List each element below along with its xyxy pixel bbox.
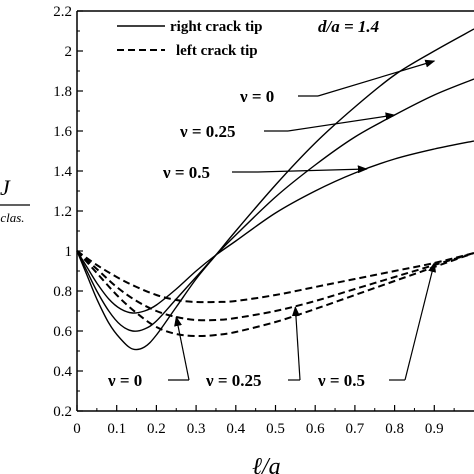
- x-tick-label: 0.8: [385, 421, 404, 437]
- annotation-label: ν = 0.25: [179, 122, 236, 141]
- x-tick-label: 0: [73, 421, 81, 437]
- legend-label-right: right crack tip: [170, 19, 262, 35]
- x-tick-label: 0.1: [107, 421, 126, 437]
- series-line-left-nu-0_25: [76, 250, 474, 322]
- y-axis-label-sub: -clas.: [0, 210, 25, 225]
- legend-label-left: left crack tip: [176, 43, 258, 59]
- series-line-right-nu-0: [76, 28, 474, 351]
- y-tick-label: 1: [65, 244, 73, 260]
- x-axis-label: ℓ/a: [252, 454, 281, 474]
- x-ticks: 0 0.1 0.2 0.3 0.4 0.5 0.6 0.7 0.8 0.9: [73, 405, 455, 437]
- x-tick-label: 0.7: [346, 421, 365, 437]
- y-axis-label-main: J: [0, 175, 11, 200]
- y-tick-label: 0.8: [53, 284, 72, 300]
- series-line-left-nu-0_5: [76, 250, 474, 338]
- y-tick-label: 1.6: [53, 124, 72, 140]
- y-tick-label: 1.8: [53, 84, 72, 100]
- y-tick-label: 2: [65, 44, 73, 60]
- annotation-label: ν = 0: [107, 371, 142, 390]
- annotation-label: ν = 0.25: [205, 371, 262, 390]
- y-tick-label: 0.6: [53, 324, 72, 340]
- x-tick-label: 0.4: [226, 421, 245, 437]
- parameter-label: d/a = 1.4: [318, 17, 379, 36]
- annotation-label: ν = 0.5: [317, 371, 365, 390]
- annotation-arrow: [257, 165, 368, 174]
- x-tick-label: 0.9: [425, 421, 444, 437]
- x-tick-label: 0.6: [306, 421, 325, 437]
- annotation-label: ν = 0.5: [162, 163, 210, 182]
- axes: [76, 10, 474, 412]
- x-tick-label: 0.3: [187, 421, 206, 437]
- annotation-arrow: [174, 316, 190, 381]
- y-ticks: 0.2 0.4 0.6 0.8 1 1.2 1.4 1.6 1.8 2 2.2: [53, 4, 83, 420]
- series-line-right-nu-0_25: [76, 78, 474, 332]
- annotation-arrow: [404, 262, 436, 381]
- y-tick-label: 1.4: [53, 164, 72, 180]
- y-tick-label: 0.2: [53, 404, 72, 420]
- series-lines: [76, 28, 474, 351]
- annotation-arrow: [317, 59, 436, 97]
- annotation-label: ν = 0: [239, 87, 274, 106]
- annotation-arrow: [287, 112, 396, 132]
- x-tick-label: 0.2: [147, 421, 166, 437]
- y-tick-label: 1.2: [53, 204, 72, 220]
- series-line-left-nu-0: [76, 250, 474, 304]
- y-tick-label: 2.2: [53, 4, 72, 20]
- annotation-arrow: [291, 306, 301, 381]
- legend: right crack tip left crack tip: [117, 19, 262, 59]
- x-tick-label: 0.5: [266, 421, 285, 437]
- y-tick-label: 0.4: [53, 364, 72, 380]
